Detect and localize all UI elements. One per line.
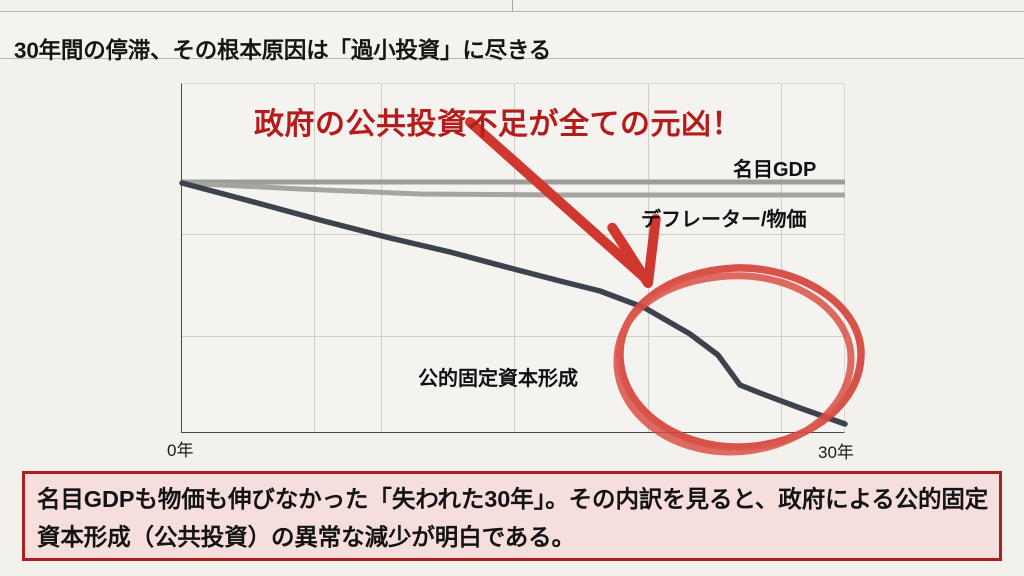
title-bar: 30年間の停滞、その根本原因は「過小投資」に尽きる <box>0 12 1024 63</box>
series-label-deflator: デフレーター/物価 <box>641 209 807 231</box>
vertical-gridline <box>781 84 782 432</box>
caption-text: 名目GDPも物価も伸びなかった「失われた30年」。その内訳を見ると、政府による公… <box>37 486 989 550</box>
top-center-tick <box>512 0 513 12</box>
series-label-public-fixed-capital: 公的固定資本形成 <box>418 368 578 390</box>
horizontal-gridline <box>182 234 844 235</box>
callout-headline: 政府の公共投資不足が全ての元凶！ <box>254 108 742 141</box>
series-label-nominal-gdp: 名目GDP <box>733 159 817 181</box>
caption-box: 名目GDPも物価も伸びなかった「失われた30年」。その内訳を見ると、政府による公… <box>22 471 1002 561</box>
horizontal-gridline <box>182 336 844 337</box>
x-axis-tick-start: 0年 <box>167 441 194 460</box>
x-axis-tick-end: 30年 <box>818 443 854 462</box>
page-title: 30年間の停滞、その根本原因は「過小投資」に尽きる <box>14 38 552 63</box>
